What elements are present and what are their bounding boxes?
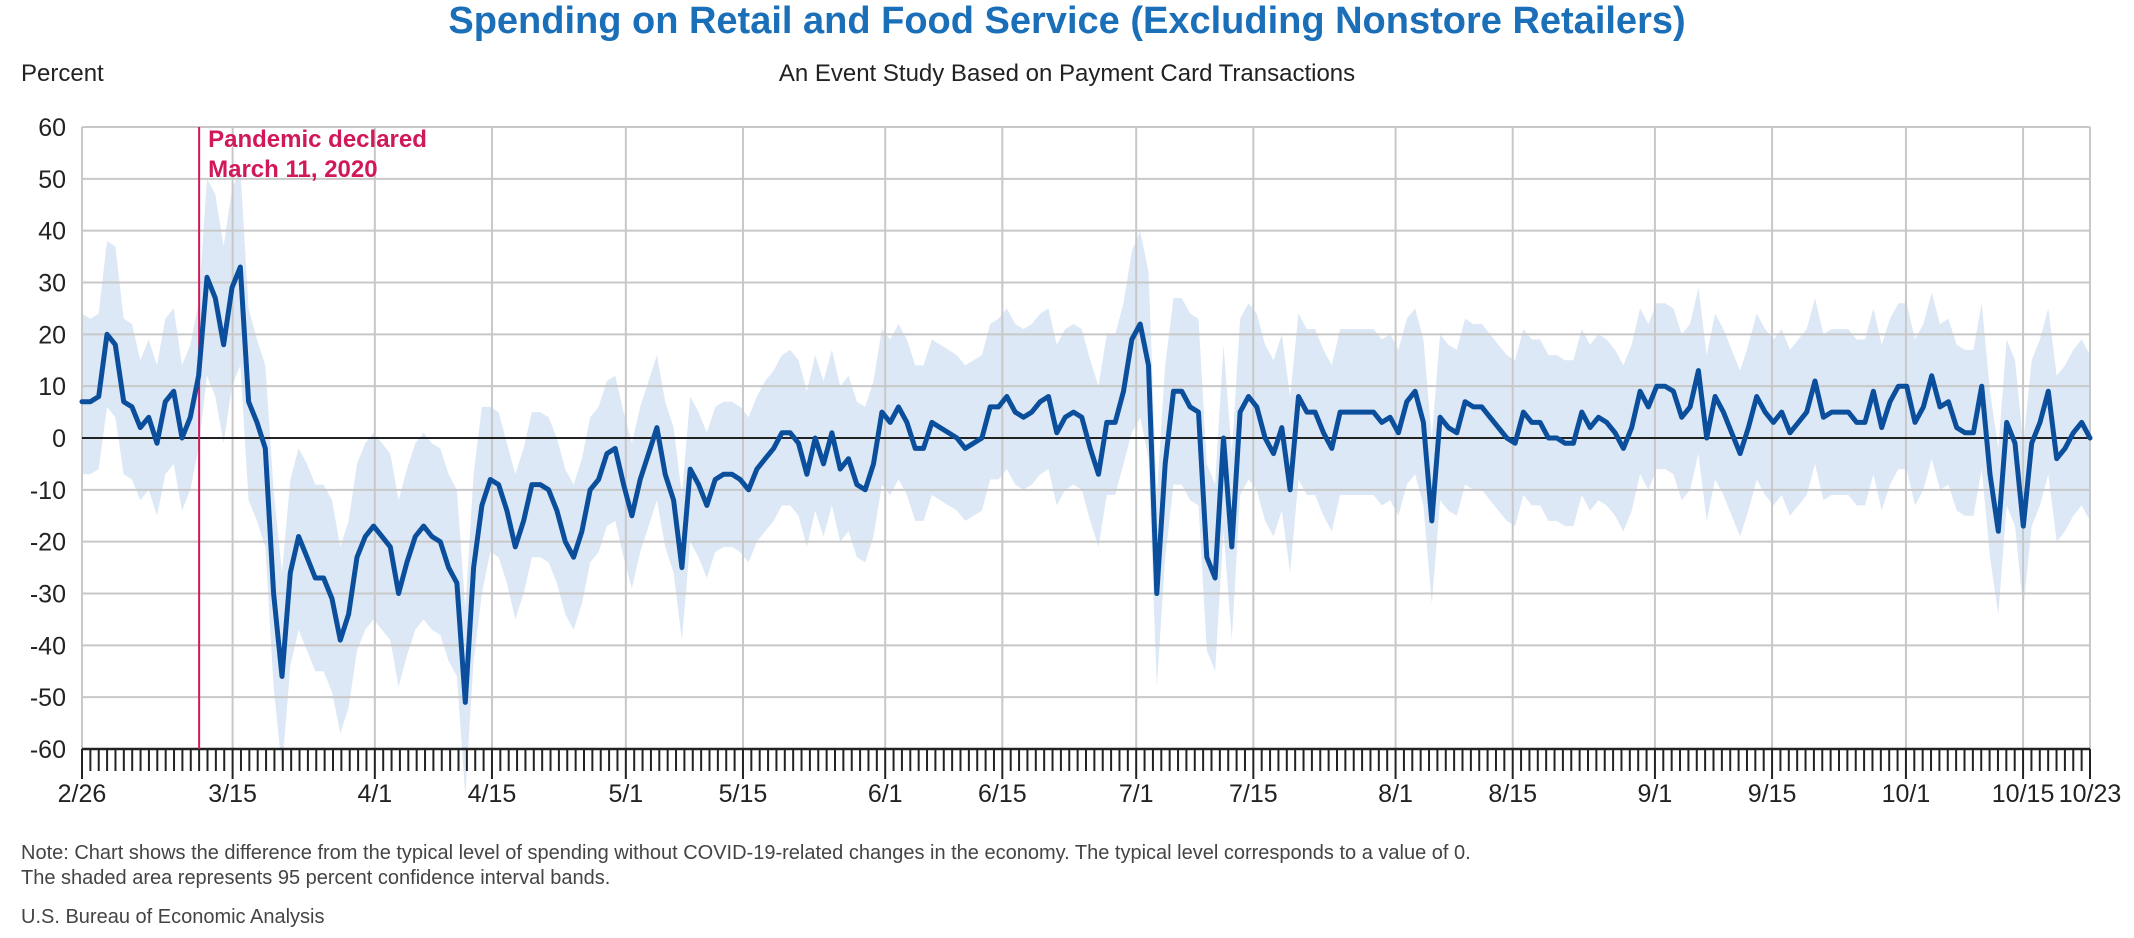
x-tick-label: 9/15: [1748, 780, 1797, 808]
spending-series-line: [79, 264, 2093, 705]
y-tick-label: 20: [38, 321, 66, 349]
y-tick-label: -60: [30, 736, 66, 764]
y-tick-label: -50: [30, 684, 66, 712]
x-tick-label: 6/15: [978, 780, 1027, 808]
x-tick-label: 4/1: [357, 780, 392, 808]
x-tick-label: 5/1: [608, 780, 643, 808]
x-tick-label: 8/1: [1378, 780, 1413, 808]
y-tick-label: 0: [52, 425, 66, 453]
confidence-band: [82, 168, 2090, 796]
x-tick-label: 10/1: [1882, 780, 1931, 808]
x-tick-label: 5/15: [719, 780, 768, 808]
y-tick-label: 60: [38, 114, 66, 142]
annotation-line2: March 11, 2020: [208, 156, 377, 183]
y-tick-label: -40: [30, 632, 66, 660]
annotation-line1: Pandemic declared: [208, 126, 427, 153]
y-tick-label: -20: [30, 529, 66, 557]
x-tick-label: 4/15: [468, 780, 517, 808]
y-tick-label: 40: [38, 218, 66, 246]
x-tick-label: 3/15: [208, 780, 257, 808]
chart-title: Spending on Retail and Food Service (Exc…: [448, 0, 1686, 42]
y-tick-label: -10: [30, 477, 66, 505]
line-chart: 60 50 40 30 20 10 0 -10 -20 -30 -40 -50 -60 2/26 3/15 4…: [30, 114, 2122, 808]
y-tick-label: 30: [38, 270, 66, 298]
x-tick-label: 7/1: [1119, 780, 1154, 808]
y-tick-label: 50: [38, 166, 66, 194]
x-tick-label: 6/1: [868, 780, 903, 808]
chart-note-line1: Note: Chart shows the difference from th…: [21, 842, 1471, 864]
y-tick-label: -30: [30, 581, 66, 609]
x-tick-label: 9/1: [1638, 780, 1673, 808]
x-tick-label: 7/15: [1229, 780, 1278, 808]
chart-source: U.S. Bureau of Economic Analysis: [21, 906, 325, 928]
y-axis-label: Percent: [21, 60, 104, 87]
x-tick-label: 10/15: [1992, 780, 2055, 808]
x-tick-label: 10/23: [2059, 780, 2122, 808]
x-tick-label: 8/15: [1488, 780, 1537, 808]
chart-note-line2: The shaded area represents 95 percent co…: [21, 867, 611, 889]
chart-subtitle: An Event Study Based on Payment Card Tra…: [778, 60, 1356, 87]
y-tick-label: 10: [38, 373, 66, 401]
x-tick-label: 2/26: [58, 780, 107, 808]
